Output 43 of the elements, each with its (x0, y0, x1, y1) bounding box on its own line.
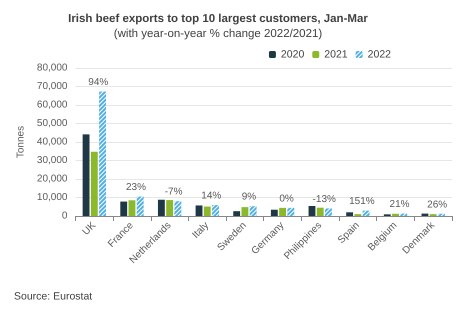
x-tick-label: UK (80, 220, 98, 238)
x-tick-label: Italy (190, 220, 212, 241)
chart-subtitle: (with year-on-year % change 2022/2021) (114, 28, 322, 40)
annotation: 26% (427, 199, 448, 210)
bar (120, 202, 128, 216)
annotation: 14% (201, 190, 222, 202)
bar (270, 210, 278, 216)
bar (90, 152, 98, 216)
y-tick-label: 50,000 (36, 118, 68, 129)
annotation: -7% (164, 186, 183, 198)
legend-label: 2022 (368, 48, 392, 60)
bar (308, 206, 316, 216)
annotation: 0% (279, 193, 294, 204)
source-note: Source: Eurostat (14, 290, 92, 302)
annotation: 151% (349, 196, 375, 208)
bar (196, 205, 202, 216)
bar (316, 208, 324, 216)
y-tick-label: 0 (62, 210, 68, 222)
y-tick-label: 30,000 (36, 155, 68, 166)
y-tick-label: 40,000 (36, 136, 68, 148)
bar (233, 211, 240, 216)
bar (204, 206, 211, 216)
annotation: 94% (88, 77, 108, 88)
bar (241, 207, 248, 216)
annotation: -13% (312, 194, 336, 205)
legend-label: 2021 (324, 48, 348, 60)
y-tick-label: 60,000 (36, 100, 68, 110)
y-tick-label: 70,000 (36, 81, 68, 92)
chart-title: Irish beef exports to top 10 largest customers, Jan-Mar (68, 13, 368, 25)
bar (82, 134, 90, 216)
bar (166, 200, 174, 216)
y-tick-label: 10,000 (36, 192, 68, 203)
bar (128, 200, 136, 216)
legend-label: 2020 (280, 48, 304, 60)
bar (158, 200, 165, 216)
bar (346, 212, 354, 216)
annotation: 21% (390, 199, 410, 210)
annotation: 23% (126, 182, 146, 194)
y-axis-title: Tonnes (16, 126, 26, 158)
annotation: 9% (242, 192, 256, 203)
bar (279, 208, 286, 216)
y-tick-label: 80,000 (36, 62, 68, 74)
y-tick-label: 20,000 (36, 174, 68, 184)
